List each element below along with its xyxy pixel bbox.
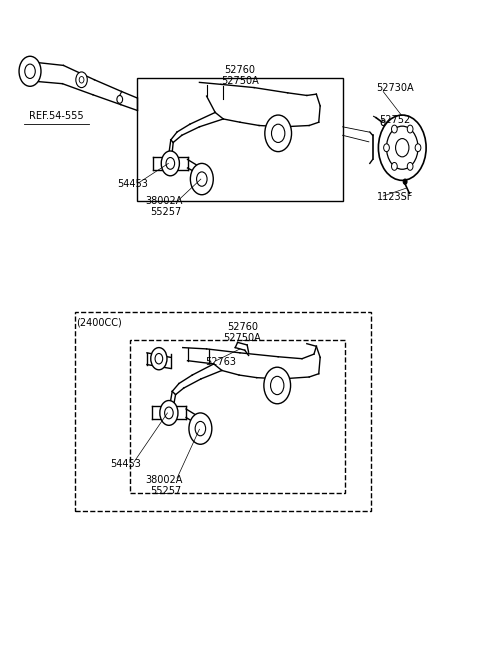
Circle shape	[415, 144, 421, 152]
Circle shape	[272, 124, 285, 142]
Circle shape	[271, 377, 284, 395]
Text: 54453: 54453	[110, 459, 141, 469]
Circle shape	[166, 157, 175, 169]
Circle shape	[381, 120, 385, 125]
Circle shape	[407, 163, 413, 171]
Circle shape	[197, 172, 207, 186]
Circle shape	[392, 163, 397, 171]
Circle shape	[117, 96, 122, 103]
Bar	[130, 340, 345, 493]
Bar	[75, 312, 371, 511]
Text: 38002A: 38002A	[145, 475, 182, 485]
Text: 1123SF: 1123SF	[377, 192, 413, 202]
Circle shape	[407, 125, 413, 133]
Circle shape	[403, 179, 407, 184]
Text: 52763: 52763	[205, 357, 237, 367]
Circle shape	[151, 348, 167, 370]
Circle shape	[386, 126, 418, 169]
Text: 54453: 54453	[117, 179, 148, 190]
Text: (2400CC): (2400CC)	[76, 318, 122, 328]
Circle shape	[195, 421, 205, 436]
Circle shape	[378, 115, 426, 180]
Circle shape	[155, 354, 163, 364]
Text: REF.54-555: REF.54-555	[29, 111, 84, 121]
Circle shape	[25, 64, 35, 79]
Bar	[137, 79, 343, 201]
Circle shape	[19, 56, 41, 87]
Circle shape	[189, 413, 212, 444]
Circle shape	[76, 72, 87, 88]
Text: 52760: 52760	[227, 321, 258, 332]
Text: 55257: 55257	[150, 207, 181, 216]
Text: 52730A: 52730A	[376, 83, 414, 92]
Circle shape	[161, 151, 180, 176]
Text: 52750A: 52750A	[221, 76, 259, 86]
Text: 52750A: 52750A	[224, 333, 261, 343]
Text: 52752: 52752	[380, 115, 411, 125]
Circle shape	[264, 367, 290, 404]
Circle shape	[160, 401, 178, 425]
Text: 38002A: 38002A	[145, 195, 182, 205]
Circle shape	[79, 77, 84, 83]
Circle shape	[396, 138, 409, 157]
Circle shape	[384, 144, 389, 152]
Circle shape	[165, 407, 173, 419]
Text: 52760: 52760	[225, 65, 255, 75]
Text: 55257: 55257	[150, 486, 181, 497]
Circle shape	[265, 115, 291, 152]
Circle shape	[191, 163, 213, 195]
Circle shape	[392, 125, 397, 133]
